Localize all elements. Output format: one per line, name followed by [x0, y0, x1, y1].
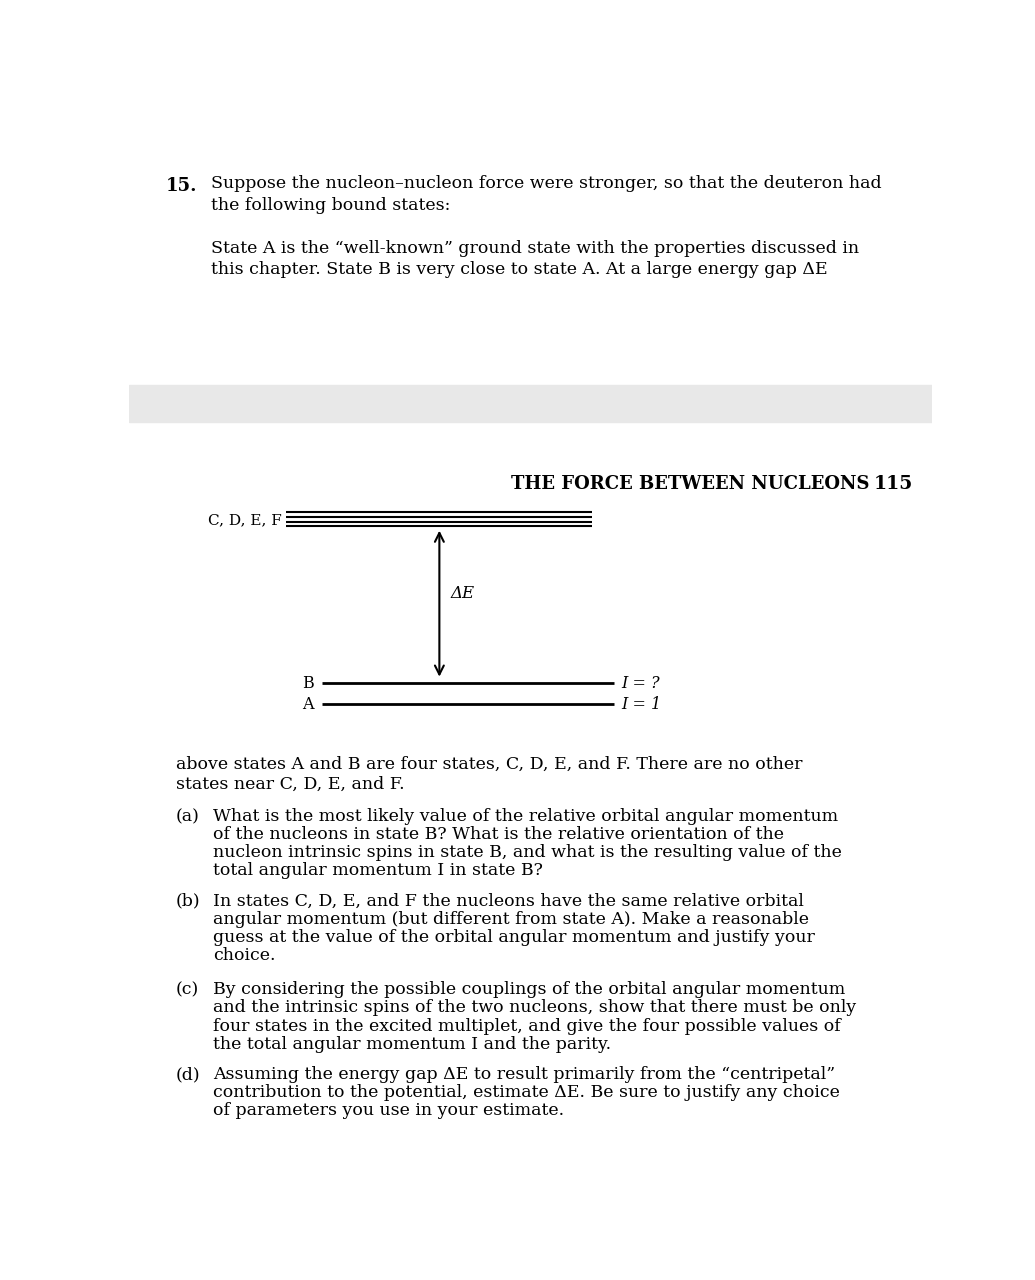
Text: total angular momentum I in state B?: total angular momentum I in state B? — [213, 863, 543, 879]
Text: the following bound states:: the following bound states: — [211, 197, 450, 214]
Text: (a): (a) — [176, 808, 200, 826]
Text: guess at the value of the orbital angular momentum and justify your: guess at the value of the orbital angula… — [213, 929, 815, 946]
Text: A: A — [302, 695, 314, 713]
Text: THE FORCE BETWEEN NUCLEONS: THE FORCE BETWEEN NUCLEONS — [511, 475, 870, 494]
Text: By considering the possible couplings of the orbital angular momentum: By considering the possible couplings of… — [213, 982, 846, 998]
Text: of parameters you use in your estimate.: of parameters you use in your estimate. — [213, 1102, 564, 1119]
Text: ΔE: ΔE — [450, 585, 474, 602]
Text: I = 1: I = 1 — [621, 695, 661, 713]
Text: (c): (c) — [176, 982, 199, 998]
Text: In states C, D, E, and F the nucleons have the same relative orbital: In states C, D, E, and F the nucleons ha… — [213, 893, 804, 910]
Text: What is the most likely value of the relative orbital angular momentum: What is the most likely value of the rel… — [213, 808, 838, 826]
Text: above states A and B are four states, C, D, E, and F. There are no other: above states A and B are four states, C,… — [176, 755, 802, 773]
Text: B: B — [302, 675, 314, 692]
Text: choice.: choice. — [213, 947, 275, 964]
Text: states near C, D, E, and F.: states near C, D, E, and F. — [176, 776, 405, 792]
Text: 115: 115 — [874, 475, 913, 494]
Text: contribution to the potential, estimate ΔE. Be sure to justify any choice: contribution to the potential, estimate … — [213, 1084, 840, 1101]
Text: the total angular momentum I and the parity.: the total angular momentum I and the par… — [213, 1036, 612, 1052]
Bar — [129, 384, 932, 421]
Text: 15.: 15. — [166, 177, 198, 195]
Text: nucleon intrinsic spins in state B, and what is the resulting value of the: nucleon intrinsic spins in state B, and … — [213, 845, 841, 861]
Text: (d): (d) — [176, 1066, 201, 1083]
Text: I = ?: I = ? — [621, 675, 660, 692]
Text: of the nucleons in state B? What is the relative orientation of the: of the nucleons in state B? What is the … — [213, 826, 785, 844]
Text: State A is the “well-known” ground state with the properties discussed in: State A is the “well-known” ground state… — [211, 239, 859, 257]
Text: angular momentum (but different from state A). Make a reasonable: angular momentum (but different from sta… — [213, 911, 809, 928]
Text: this chapter. State B is very close to state A. At a large energy gap ΔE: this chapter. State B is very close to s… — [211, 261, 827, 278]
Text: four states in the excited multiplet, and give the four possible values of: four states in the excited multiplet, an… — [213, 1018, 840, 1034]
Text: (b): (b) — [176, 893, 201, 910]
Text: C, D, E, F: C, D, E, F — [208, 513, 283, 527]
Text: and the intrinsic spins of the two nucleons, show that there must be only: and the intrinsic spins of the two nucle… — [213, 1000, 856, 1016]
Text: Suppose the nucleon–nucleon force were stronger, so that the deuteron had: Suppose the nucleon–nucleon force were s… — [211, 175, 882, 192]
Text: Assuming the energy gap ΔE to result primarily from the “centripetal”: Assuming the energy gap ΔE to result pri… — [213, 1066, 835, 1083]
